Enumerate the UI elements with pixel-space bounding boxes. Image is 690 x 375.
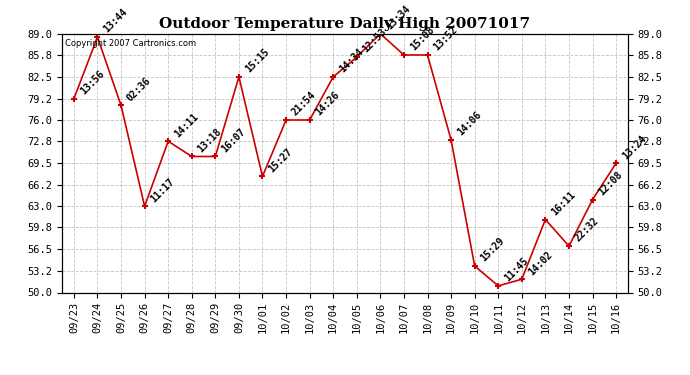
Text: 14:11: 14:11 xyxy=(172,111,200,139)
Text: 13:34: 13:34 xyxy=(384,4,413,32)
Title: Outdoor Temperature Daily High 20071017: Outdoor Temperature Daily High 20071017 xyxy=(159,17,531,31)
Text: 12:53: 12:53 xyxy=(361,27,388,55)
Text: 16:11: 16:11 xyxy=(549,189,578,217)
Text: 14:26: 14:26 xyxy=(314,90,342,118)
Text: 15:29: 15:29 xyxy=(479,236,506,264)
Text: 13:44: 13:44 xyxy=(101,7,130,35)
Text: 13:24: 13:24 xyxy=(620,133,648,161)
Text: 02:36: 02:36 xyxy=(125,75,153,103)
Text: 11:17: 11:17 xyxy=(149,176,177,204)
Text: 12:08: 12:08 xyxy=(597,170,624,198)
Text: 14:02: 14:02 xyxy=(526,249,554,277)
Text: 15:27: 15:27 xyxy=(266,146,295,174)
Text: 13:52: 13:52 xyxy=(432,25,460,53)
Text: 14:06: 14:06 xyxy=(455,110,483,138)
Text: 16:07: 16:07 xyxy=(219,126,247,154)
Text: 21:54: 21:54 xyxy=(290,90,318,118)
Text: 11:45: 11:45 xyxy=(502,256,530,284)
Text: 15:08: 15:08 xyxy=(408,25,436,53)
Text: 15:15: 15:15 xyxy=(243,47,271,75)
Text: 14:34: 14:34 xyxy=(337,47,365,75)
Text: Copyright 2007 Cartronics.com: Copyright 2007 Cartronics.com xyxy=(65,39,196,48)
Text: 22:32: 22:32 xyxy=(573,216,601,244)
Text: 13:18: 13:18 xyxy=(196,126,224,154)
Text: 13:56: 13:56 xyxy=(78,69,106,97)
